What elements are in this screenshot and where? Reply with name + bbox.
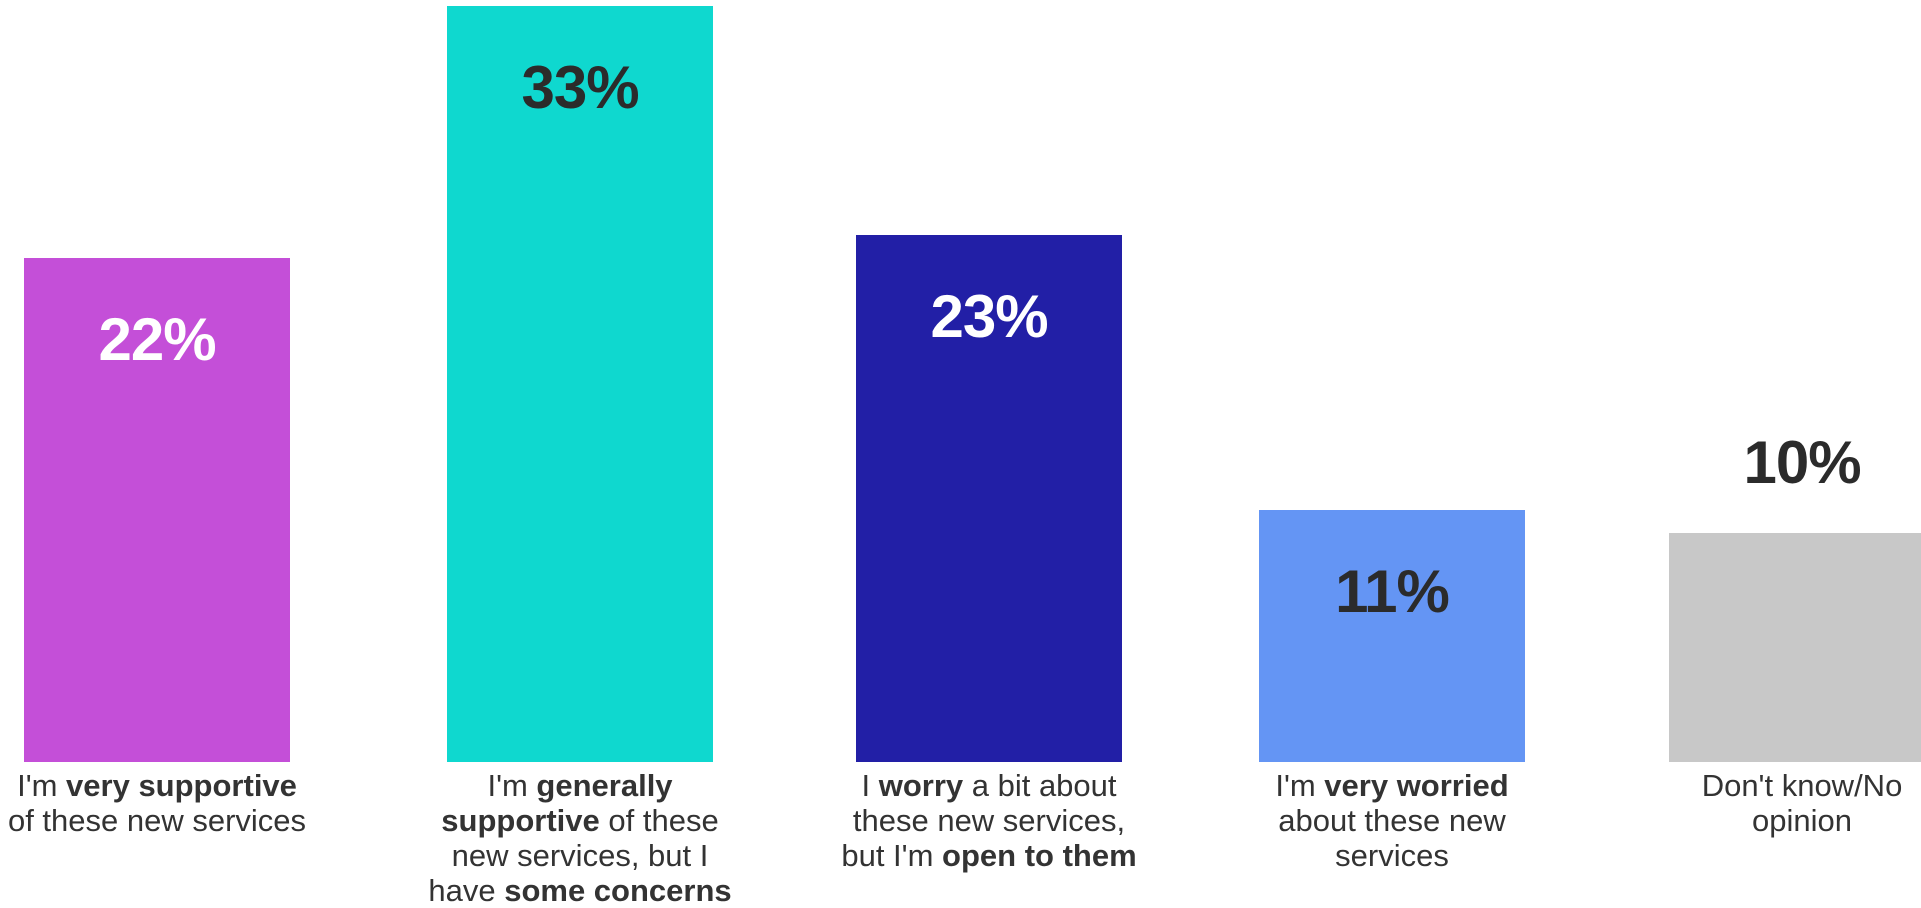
- category-label-part: I'm: [17, 768, 67, 803]
- category-label-part: of these new services: [7, 803, 307, 838]
- category-label-part: very worried: [1324, 768, 1509, 803]
- value-label-3: 23%: [930, 283, 1048, 351]
- category-label-part: very supportive: [66, 768, 297, 803]
- category-label-2: I'm generally supportive of these new se…: [415, 768, 745, 908]
- value-label-1: 22%: [98, 306, 216, 374]
- bar-2: [447, 6, 713, 762]
- category-label-part: worry: [878, 768, 964, 803]
- category-label-4: I'm very worried about these new service…: [1242, 768, 1542, 873]
- category-label-part: a bit about these new services, but I'm: [841, 768, 1126, 873]
- category-label-part: some concerns: [504, 873, 732, 908]
- category-label-5: Don't know/No opinion: [1652, 768, 1921, 838]
- category-label-part: of these new services, but I have: [428, 803, 719, 908]
- category-label-part: I'm: [1275, 768, 1325, 803]
- category-label-part: about these new services: [1278, 803, 1506, 873]
- category-label-part: generally supportive: [441, 768, 673, 838]
- category-label-part: I'm: [487, 768, 537, 803]
- bar-3: [856, 235, 1122, 762]
- bar-1: [24, 258, 290, 762]
- category-label-part: open to them: [942, 838, 1137, 873]
- value-label-2: 33%: [521, 54, 639, 122]
- category-label-1: I'm very supportive of these new service…: [7, 768, 307, 838]
- category-label-3: I worry a bit about these new services, …: [829, 768, 1149, 873]
- bar-4: [1259, 510, 1525, 762]
- value-label-4: 11%: [1335, 558, 1450, 626]
- category-label-part: Don't know/No opinion: [1701, 768, 1903, 838]
- bar-5: [1669, 533, 1921, 762]
- category-label-part: I: [861, 768, 879, 803]
- value-label-5: 10%: [1743, 429, 1861, 496]
